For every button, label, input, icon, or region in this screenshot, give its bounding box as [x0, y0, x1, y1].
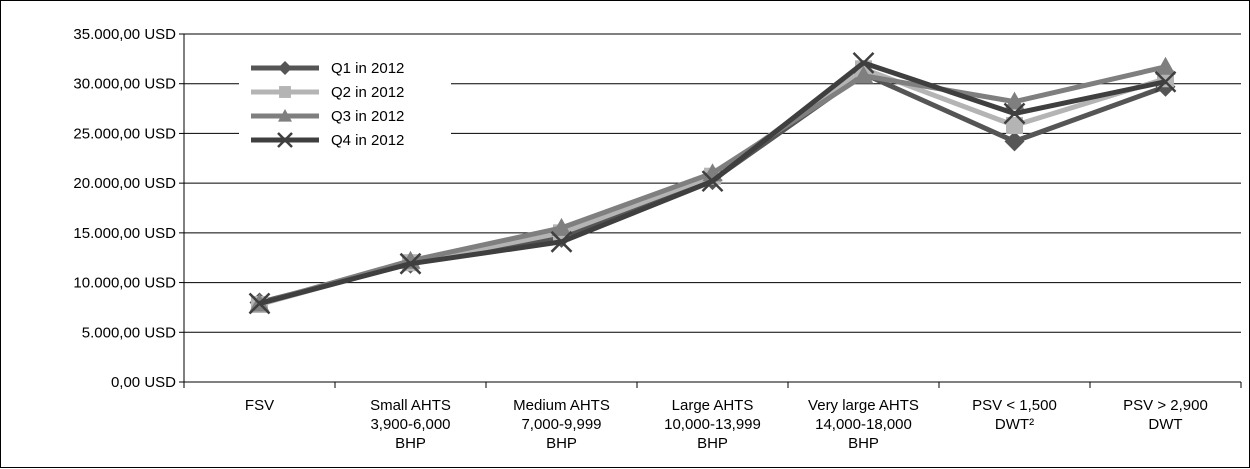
data-point-marker — [1004, 131, 1025, 152]
y-tick-label: 10.000,00 USD — [73, 275, 176, 292]
data-point-marker — [853, 65, 874, 84]
data-point-marker — [1004, 91, 1025, 110]
series-4 — [248, 51, 1177, 315]
data-point-marker — [551, 217, 572, 236]
series-lines — [248, 51, 1177, 315]
data-point-marker — [1155, 56, 1176, 75]
legend-label: Q2 in 2012 — [331, 84, 404, 101]
y-tick-label: 5.000,00 USD — [82, 324, 176, 341]
data-point-marker — [399, 252, 422, 275]
x-tick-label: FSV — [245, 397, 274, 414]
legend-item: Q4 in 2012 — [251, 132, 404, 149]
data-point-marker — [248, 292, 271, 315]
y-tick-label: 30.000,00 USD — [73, 76, 176, 93]
y-tick-label: 25.000,00 USD — [73, 125, 176, 142]
legend-item: Q2 in 2012 — [251, 84, 404, 101]
legend-label: Q1 in 2012 — [331, 60, 404, 77]
x-tick-label: Very large AHTS 14,000-18,000 BHP — [808, 397, 919, 452]
data-point-marker — [1003, 102, 1026, 125]
data-point-marker — [550, 230, 573, 253]
legend-item: Q3 in 2012 — [251, 108, 404, 125]
x-tick-label: Medium AHTS 7,000-9,999 BHP — [513, 397, 610, 452]
data-point-marker — [1154, 70, 1177, 93]
x-tick-label: PSV < 1,500 DWT² — [972, 397, 1057, 433]
legend-label: Q3 in 2012 — [331, 108, 404, 125]
data-point-marker — [278, 109, 292, 122]
y-tick-label: 20.000,00 USD — [73, 175, 176, 192]
y-tick-label: 0,00 USD — [111, 374, 176, 391]
y-tick-label: 15.000,00 USD — [73, 225, 176, 242]
x-tick-label: PSV > 2,900 DWT — [1123, 397, 1208, 433]
data-point-marker — [278, 61, 292, 75]
legend-item: Q1 in 2012 — [251, 60, 404, 77]
axes: 0,00 USD 5.000,00 USD 10.000,00 USD 15.000,… — [73, 26, 1242, 452]
data-point-marker — [1006, 116, 1023, 134]
data-point-marker — [277, 132, 293, 148]
legend-label: Q4 in 2012 — [331, 132, 404, 149]
data-point-marker — [852, 51, 875, 74]
x-tick-label: Large AHTS 10,000-13,999 BHP — [664, 397, 761, 452]
x-tick-label: Small AHTS 3,900-6,000 BHP — [370, 397, 451, 452]
y-tick-label: 35.000,00 USD — [73, 26, 176, 43]
data-point-marker — [279, 86, 291, 98]
legend: Q1 in 2012 Q2 in 2012 Q3 in 2012 Q4 in 2012 — [239, 53, 451, 171]
legend-background — [239, 53, 451, 171]
data-point-marker — [701, 170, 724, 193]
